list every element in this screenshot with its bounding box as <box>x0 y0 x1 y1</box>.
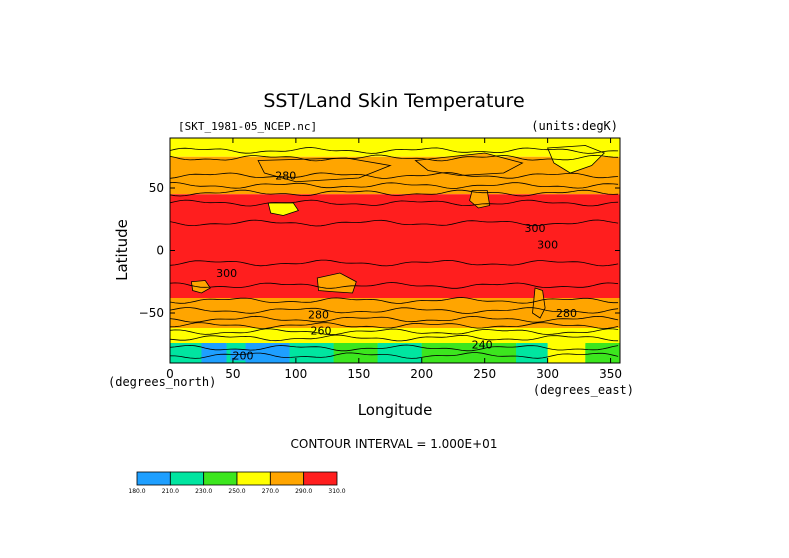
antarctica-region <box>547 343 586 363</box>
contour-label: 280 <box>275 170 296 183</box>
contour-label: 280 <box>308 308 329 321</box>
antarctica-region <box>421 343 473 363</box>
contour-line <box>170 189 619 197</box>
colorbar-swatch <box>203 471 238 486</box>
siberia-land <box>257 157 392 183</box>
plot-area: 280 300 300 300 280 280 260 240 200 <box>169 137 621 364</box>
contour-line <box>170 334 619 342</box>
x-tick-label: 100 <box>284 367 307 381</box>
units-label: (units:degK) <box>531 119 618 133</box>
x-tick-label: 0 <box>166 367 174 381</box>
colorbar-label: 210.0 <box>162 488 179 495</box>
y-tick-label: −50 <box>139 306 164 320</box>
contour-line <box>170 172 619 179</box>
colorbar-swatch <box>136 471 171 486</box>
contour-line <box>170 147 619 154</box>
north-america-land <box>414 152 524 176</box>
temperature-band <box>170 194 620 298</box>
colorbar-label: 270.0 <box>262 488 279 495</box>
colorbar-label: 310.0 <box>328 488 345 495</box>
colorbar-label: 180.0 <box>128 488 145 495</box>
temperature-band <box>170 156 620 195</box>
contour-label: 240 <box>472 338 493 351</box>
contour-line <box>170 322 619 329</box>
y-unit-label: (degrees_north) <box>108 375 216 389</box>
chart-title: SST/Land Skin Temperature <box>263 90 524 112</box>
contour-label: 200 <box>233 350 254 363</box>
contour-line <box>170 315 619 323</box>
contour-line <box>170 199 619 207</box>
x-tick-label: 50 <box>225 367 240 381</box>
temperature-band <box>170 138 620 157</box>
temperature-band <box>170 328 620 345</box>
colorbar-swatch <box>169 471 205 486</box>
colorbar-label: 230.0 <box>195 488 212 495</box>
contour-line <box>170 344 619 352</box>
contour-line <box>170 328 619 336</box>
contour-line <box>170 259 619 267</box>
colorbar-swatch <box>303 471 338 486</box>
y-tick-label: 0 <box>156 244 164 258</box>
contour-label: 300 <box>537 238 558 251</box>
patagonia-land <box>532 287 546 319</box>
antarctica-region <box>230 349 290 361</box>
contour-line <box>170 154 619 162</box>
contour-label: 300 <box>216 267 237 280</box>
greenland <box>547 145 605 174</box>
contour-label: 260 <box>311 325 332 338</box>
south-africa-land <box>190 280 211 294</box>
colorbar: 180.0 210.0 230.0 250.0 270.0 290.0 310.0 <box>128 471 346 495</box>
colorbar-swatch <box>236 471 271 486</box>
contour-line <box>170 282 619 289</box>
contour-line <box>170 352 619 359</box>
antarctica-region <box>201 343 227 363</box>
x-tick-label: 300 <box>536 367 559 381</box>
contour-line <box>170 219 619 227</box>
x-tick-label: 200 <box>410 367 433 381</box>
y-axis-label: Latitude <box>113 219 131 281</box>
colorbar-label: 290.0 <box>295 488 312 495</box>
x-axis-label: Longitude <box>358 401 433 419</box>
antarctica-region <box>289 343 334 363</box>
colorbar-swatch <box>269 471 305 486</box>
contour-line <box>170 307 619 314</box>
antarctica-region <box>472 343 517 363</box>
contour-label: 300 <box>525 222 546 235</box>
contour-line <box>170 297 619 304</box>
file-label: [SKT_1981-05_NCEP.nc] <box>178 120 317 133</box>
contour-label: 280 <box>556 307 577 320</box>
x-tick-label: 150 <box>347 367 370 381</box>
x-tick-label: 250 <box>473 367 496 381</box>
contour-interval: CONTOUR INTERVAL = 1.000E+01 <box>291 437 498 451</box>
y-tick-label: 50 <box>149 181 164 195</box>
contour-line <box>170 182 619 189</box>
x-tick-label: 350 <box>599 367 622 381</box>
x-unit-label: (degrees_east) <box>533 383 634 397</box>
colorbar-label: 250.0 <box>228 488 245 495</box>
